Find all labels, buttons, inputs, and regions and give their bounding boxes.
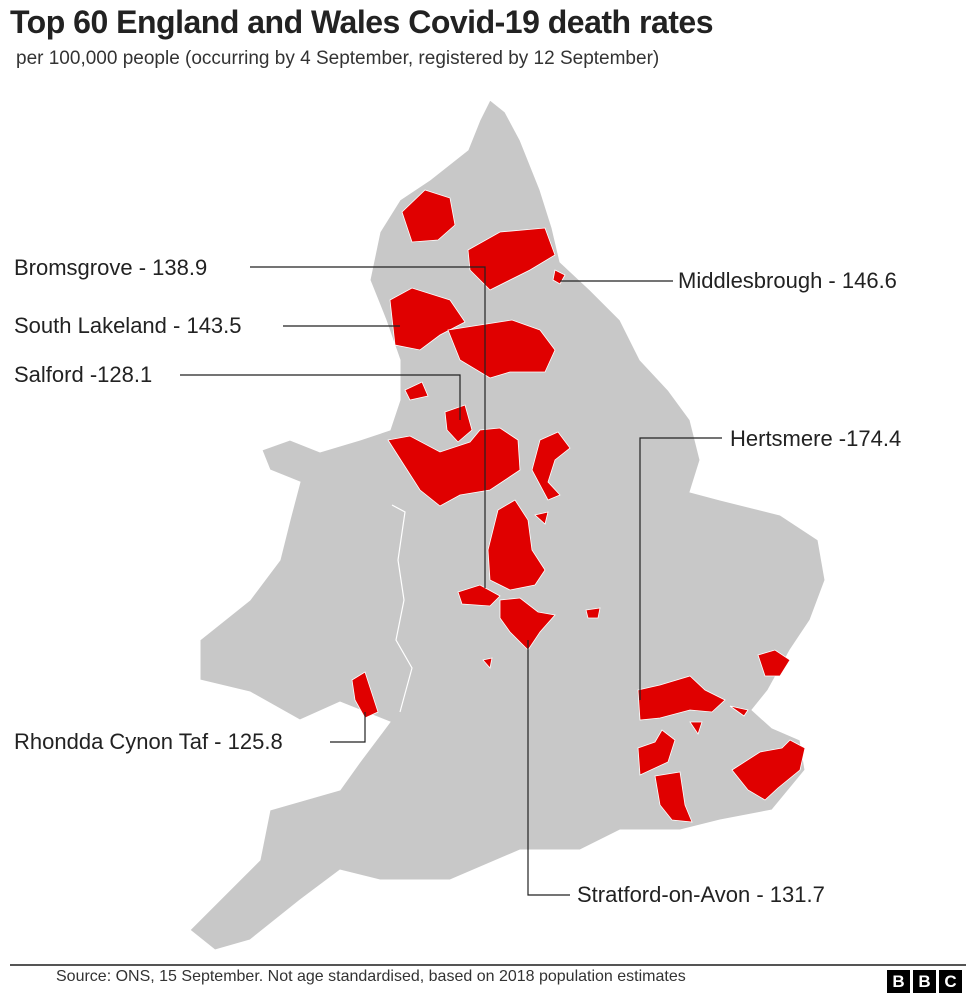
england-wales-map (180, 99, 826, 951)
area (401, 189, 456, 243)
area (389, 287, 466, 351)
area (487, 499, 546, 591)
leader-rhondda (330, 712, 366, 743)
area (731, 739, 806, 801)
page-title: Top 60 England and Wales Covid-19 death … (10, 4, 713, 40)
area (585, 607, 601, 619)
area (689, 721, 703, 735)
leader-salford (180, 374, 461, 420)
label-middlesbrough: Middlesbrough - 146.6 (678, 268, 897, 293)
area (534, 511, 549, 525)
area (404, 381, 429, 401)
highlighted-areas (351, 189, 806, 823)
label-south-lakeland: South Lakeland - 143.5 (14, 313, 242, 338)
area (499, 597, 556, 651)
area (654, 771, 693, 823)
label-salford: Salford -128.1 (14, 362, 153, 387)
label-stratford-on-avon: Stratford-on-Avon - 131.7 (577, 882, 825, 907)
leader-hertsmere (639, 437, 722, 700)
bbc-logo-letter: B (913, 970, 936, 993)
leader-bromsgrove (250, 266, 486, 588)
footer-divider (10, 964, 966, 966)
leader-stratford (527, 640, 570, 896)
area (637, 729, 676, 776)
area (637, 675, 726, 721)
isle-of-wight (540, 828, 578, 848)
label-bromsgrove: Bromsgrove - 138.9 (14, 255, 208, 280)
label-hertsmere: Hertsmere -174.4 (730, 426, 902, 451)
area (552, 269, 566, 285)
subtitle: per 100,000 people (occurring by 4 Septe… (16, 48, 660, 69)
area (467, 227, 556, 291)
area (482, 657, 493, 669)
area (757, 649, 791, 677)
label-rhondda-cynon-taf: Rhondda Cynon Taf - 125.8 (14, 729, 283, 754)
area (531, 431, 571, 501)
area (351, 671, 379, 719)
bbc-logo-letter: C (939, 970, 962, 993)
area (457, 584, 501, 607)
bbc-logo-letter: B (887, 970, 910, 993)
area (444, 404, 473, 443)
leader-lines (180, 266, 722, 896)
area (729, 705, 749, 717)
wales-border (391, 504, 413, 713)
area (387, 427, 521, 507)
source-note: Source: ONS, 15 September. Not age stand… (56, 968, 686, 985)
bbc-logo: B B C (887, 970, 962, 993)
area (447, 319, 556, 379)
